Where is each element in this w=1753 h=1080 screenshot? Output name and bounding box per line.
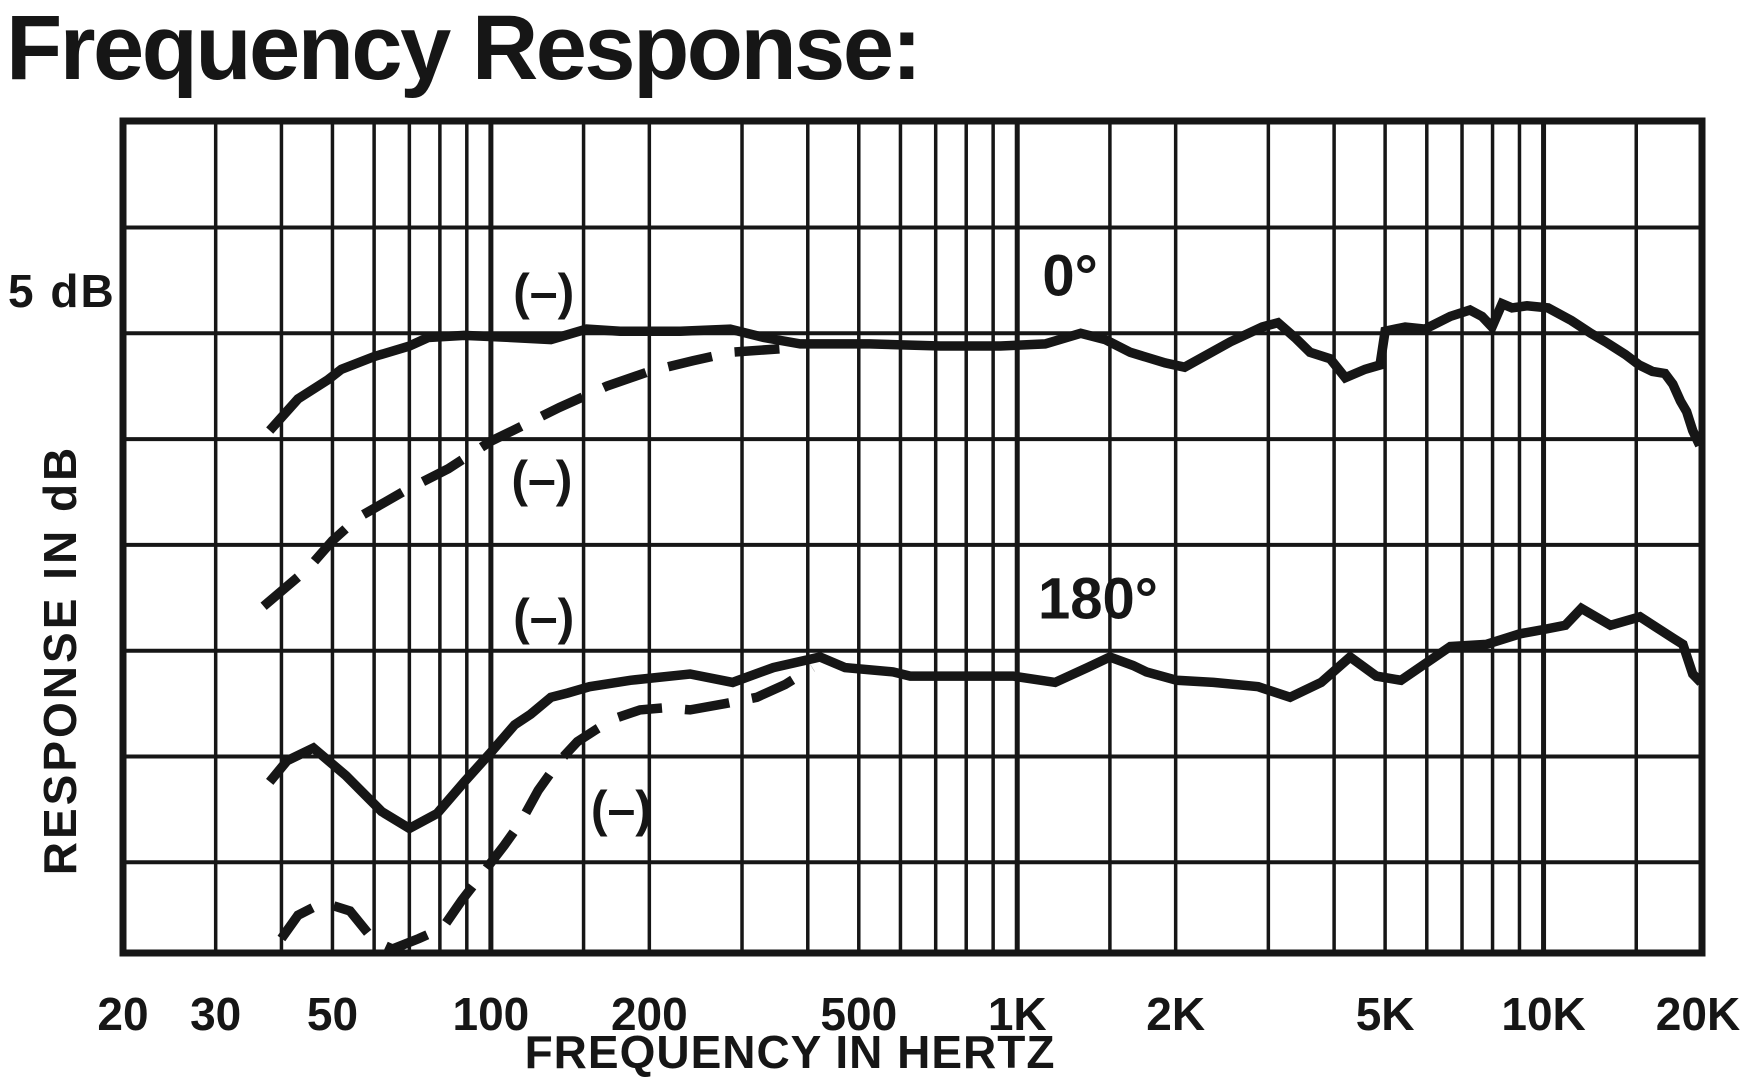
x-tick-label-20K: 20K	[1656, 988, 1740, 1040]
label-rolloff-mark-3: (–)	[513, 589, 574, 645]
figure-title: Frequency Response:	[6, 0, 922, 99]
label-rolloff-mark-2: (–)	[511, 451, 572, 507]
label-rolloff-mark-4: (–)	[591, 781, 652, 837]
label-180-degrees: 180°	[1038, 566, 1158, 631]
curve-0-degrees low-frequency-rolloff	[260, 343, 791, 610]
x-tick-label-500: 500	[820, 988, 897, 1040]
x-tick-label-30: 30	[190, 988, 241, 1040]
x-tick-label-10K: 10K	[1501, 988, 1585, 1040]
axis-and-curve-labels: 20 30 50 100 200 500 1K 2K 5K 10K 20K FREQUENCY IN …	[8, 244, 1740, 1078]
curve-180-degrees low-frequency-rolloff	[277, 663, 815, 955]
x-tick-label-100: 100	[453, 988, 530, 1040]
response-curves	[260, 297, 1705, 955]
x-tick-label-50: 50	[307, 988, 358, 1040]
label-0-degrees: 0°	[1042, 244, 1097, 309]
y-axis-title: RESPONSE IN dB	[34, 445, 86, 876]
x-tick-label-1K: 1K	[988, 988, 1047, 1040]
x-tick-label-200: 200	[611, 988, 688, 1040]
plot-border	[119, 117, 1706, 957]
x-tick-label-20: 20	[97, 988, 148, 1040]
curve-180-degrees off-axis	[266, 602, 1705, 834]
x-tick-label-2K: 2K	[1146, 988, 1205, 1040]
x-tick-label-5K: 5K	[1356, 988, 1415, 1040]
grid-lines	[119, 117, 1706, 957]
y-scale-marker: 5 dB	[8, 265, 116, 317]
x-axis-title: FREQUENCY IN HERTZ	[525, 1026, 1056, 1078]
label-rolloff-mark-1: (–)	[513, 264, 574, 320]
curve-0-degrees on-axis	[266, 297, 1704, 448]
